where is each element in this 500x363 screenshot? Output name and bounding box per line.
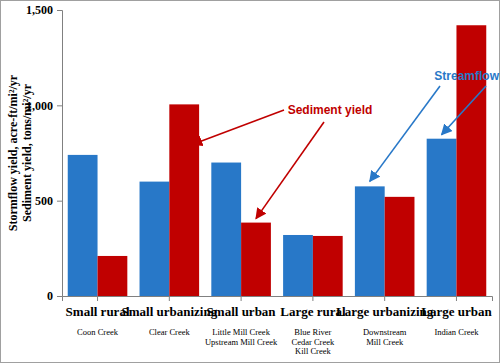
callout-arrow <box>192 110 284 144</box>
category-note: Coon Creek <box>77 327 119 337</box>
series-label: Sediment yield <box>288 103 373 117</box>
category-note: Kill Creek <box>295 346 331 356</box>
y-tick: 500 <box>35 194 62 208</box>
bar <box>169 104 199 296</box>
y-tick-mark <box>57 201 62 202</box>
bar <box>456 25 486 296</box>
x-tick-mark <box>97 296 98 301</box>
callout-arrow <box>442 86 486 135</box>
x-tick-label: Large urbanizing <box>336 304 434 319</box>
chart: 05001,0001,500Small ruralSmall urbanizin… <box>0 0 500 363</box>
x-tick-label: Large urban <box>421 304 492 319</box>
callout-arrow <box>370 86 440 181</box>
category-note: Mill Creek <box>366 337 404 347</box>
series-label: Streamflow yield <box>434 69 500 83</box>
x-tick-label: Small urban <box>207 304 277 319</box>
y-tick-mark <box>57 296 62 297</box>
plot: 05001,0001,500Small ruralSmall urbanizin… <box>26 3 500 356</box>
y-tick-label: 1,500 <box>26 3 53 17</box>
x-axis-line <box>63 297 493 302</box>
y-tick-label: 500 <box>35 194 53 208</box>
y-axis-title: Stormflow yield, acre-ft/mi²/yr <box>6 74 20 231</box>
x-tick: Large urbanizing <box>336 296 434 319</box>
y-tick: 0 <box>47 289 62 303</box>
bar <box>427 139 457 296</box>
category-note: Indian Creek <box>434 327 479 337</box>
category-note: Blue River <box>294 327 331 337</box>
category-note: Cedar Creek <box>292 337 335 347</box>
y-tick-label: 0 <box>47 289 53 303</box>
bar <box>68 155 98 296</box>
bar <box>98 256 128 296</box>
x-tick: Small rural <box>66 296 130 319</box>
y-axis-line <box>57 11 63 297</box>
bar <box>211 163 241 296</box>
chart-frame <box>1 1 500 363</box>
x-tick: Large urban <box>421 296 492 319</box>
x-tick-mark <box>312 296 313 301</box>
category-note: Clear Creek <box>149 327 191 337</box>
y-tick-mark <box>57 10 62 11</box>
callout-arrow <box>256 122 324 219</box>
x-tick-mark <box>384 296 385 301</box>
bar <box>241 223 271 296</box>
category-note: Little Mill Creek <box>212 327 270 337</box>
x-axis: Small ruralSmall urbanizingSmall urban La… <box>63 296 493 319</box>
x-tick-mark <box>241 296 242 301</box>
bar <box>283 235 313 296</box>
x-tick-mark <box>456 296 457 301</box>
y-axis-title: Sediment yield, tons/mi²/yr <box>20 83 34 222</box>
x-tick-label: Small urbanizing <box>121 304 217 319</box>
bars <box>68 25 487 296</box>
bar <box>140 182 170 296</box>
category-note: Downstream <box>363 327 407 337</box>
x-tick-mark <box>169 296 170 301</box>
bar <box>355 186 385 296</box>
bar <box>313 236 343 296</box>
y-tick: 1,500 <box>26 3 62 17</box>
category-note: Upstream Mill Creek <box>205 337 278 347</box>
x-tick: Small urbanizing <box>121 296 217 319</box>
bar <box>385 197 415 296</box>
x-tick-label: Small rural <box>66 304 130 319</box>
y-tick-mark <box>57 105 62 106</box>
x-tick: Small urban <box>207 296 277 319</box>
